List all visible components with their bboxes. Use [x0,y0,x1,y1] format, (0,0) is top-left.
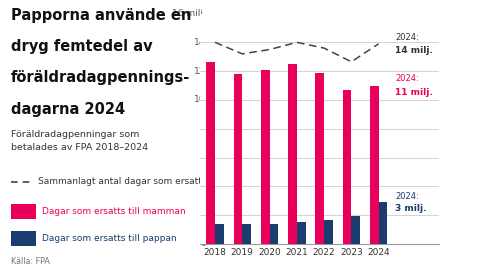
Text: 10: 10 [194,95,206,104]
Bar [269,224,278,244]
Text: Dagar som ersatts till pappan: Dagar som ersatts till pappan [42,234,177,243]
Text: 6: 6 [200,153,206,162]
Text: Papporna använde en: Papporna använde en [11,8,191,23]
Bar [370,86,379,244]
Text: föräldradagpennings-: föräldradagpennings- [11,70,190,85]
Text: 2024:: 2024: [395,74,419,83]
Bar [351,216,360,244]
Bar [297,222,306,244]
Text: Källa: FPA: Källa: FPA [11,257,50,266]
Bar [288,64,297,244]
Text: 14 milj.: 14 milj. [395,46,433,55]
Text: 11 milj.: 11 milj. [395,88,433,97]
Bar [206,63,215,244]
Bar [11,204,36,219]
Bar [261,70,269,244]
Text: 2: 2 [200,211,206,220]
Text: 16 milj.: 16 milj. [172,9,206,18]
Bar [379,202,388,244]
Text: 4: 4 [200,182,206,191]
Bar [242,224,251,244]
Bar [343,90,351,244]
Text: 2024:: 2024: [395,33,419,42]
Text: 2024:: 2024: [395,192,419,201]
Bar [234,74,242,244]
Bar [11,231,36,246]
Text: dryg femtedel av: dryg femtedel av [11,39,152,54]
Text: Sammanlagt antal dagar som ersatts: Sammanlagt antal dagar som ersatts [38,177,207,186]
Text: 3 milj.: 3 milj. [395,204,427,212]
Text: Föräldradagpenningar som
betalades av FPA 2018–2024: Föräldradagpenningar som betalades av FP… [11,130,147,151]
Text: Dagar som ersatts till mamman: Dagar som ersatts till mamman [42,207,186,216]
Text: 14: 14 [194,38,206,47]
Text: 12: 12 [194,67,206,76]
Bar [215,224,224,244]
Text: 8: 8 [200,124,206,133]
Bar [315,73,324,244]
Text: dagarna 2024: dagarna 2024 [11,102,125,117]
Bar [324,220,333,244]
Text: 0: 0 [200,239,206,249]
